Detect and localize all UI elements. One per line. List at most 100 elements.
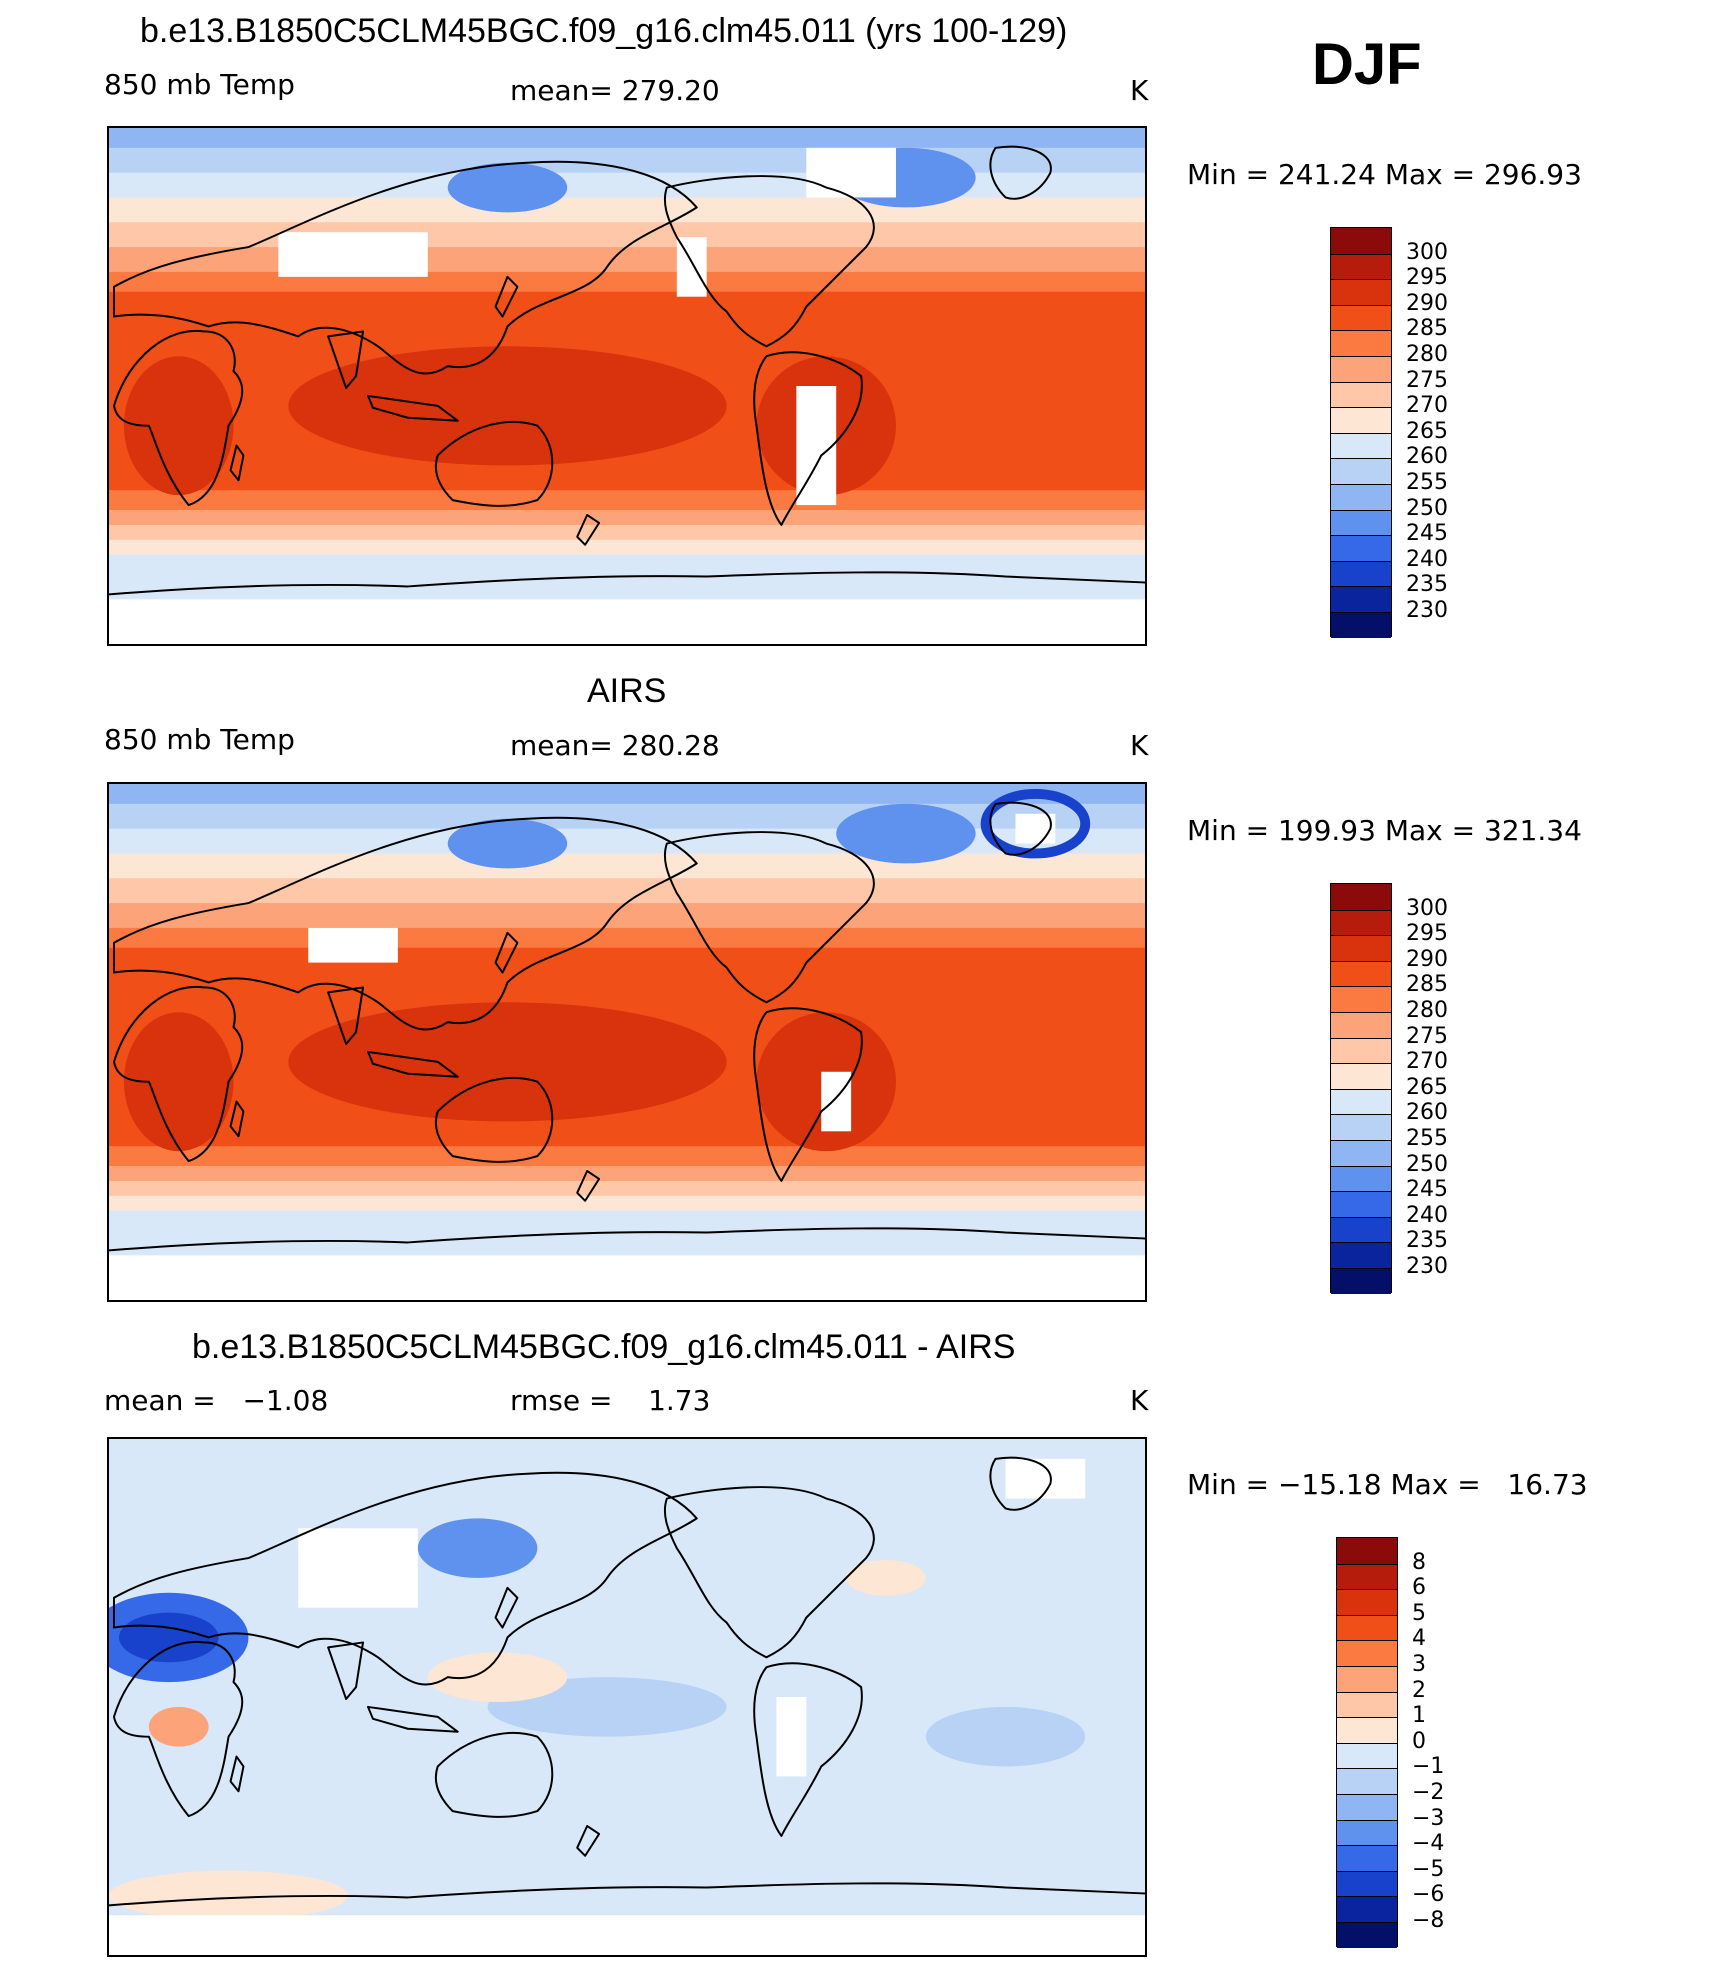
colorbar-swatch: [1331, 535, 1391, 561]
panel-2-units-label: K: [1130, 729, 1149, 762]
colorbar-tick-label: 240: [1406, 546, 1448, 572]
colorbar-swatch: [1331, 458, 1391, 484]
colorbar-tick-label: 245: [1406, 1177, 1448, 1203]
colorbar-tick-label: 285: [1406, 972, 1448, 998]
panel-3-mean-label: mean = −1.08: [104, 1384, 329, 1417]
colorbar-tick-label: 280: [1406, 998, 1448, 1023]
colorbar-tick-label: −1: [1412, 1754, 1445, 1780]
colorbar-tick-label: 265: [1406, 418, 1448, 444]
panel-2-title: AIRS: [587, 672, 667, 710]
colorbar-tick-label: 230: [1406, 1254, 1448, 1279]
colorbar-swatch: [1331, 1140, 1391, 1166]
colorbar-tick-label: 3: [1412, 1652, 1426, 1677]
colorbar-swatch: [1331, 330, 1391, 356]
colorbar-tick-label: 4: [1412, 1626, 1426, 1652]
colorbar-tick-label: 240: [1406, 1202, 1448, 1228]
colorbar-swatch: [1331, 586, 1391, 612]
colorbar-swatch: [1337, 1794, 1397, 1820]
colorbar-swatch: [1331, 1088, 1391, 1115]
colorbar-swatch: [1331, 560, 1391, 587]
colorbar-tick-label: 6: [1412, 1575, 1426, 1601]
colorbar-swatch: [1331, 935, 1391, 961]
colorbar-swatch: [1337, 1742, 1397, 1769]
colorbar-tick-label: 2: [1412, 1677, 1426, 1703]
colorbar-tick-label: 270: [1406, 393, 1448, 419]
colorbar-swatch: [1337, 1870, 1397, 1897]
season-label: DJF: [1312, 32, 1422, 97]
colorbar-swatch: [1331, 1242, 1391, 1268]
colorbar-swatch: [1337, 1589, 1397, 1615]
panel-3-map: [107, 1437, 1147, 1957]
colorbar-swatch: [1337, 1538, 1397, 1564]
panel-3-units-label: K: [1130, 1384, 1149, 1417]
panel-3-rmse-label: rmse = 1.73: [510, 1384, 711, 1417]
panel-1-units-label: K: [1130, 74, 1149, 107]
colorbar-swatch: [1331, 432, 1391, 459]
colorbar-tick-label: 235: [1406, 1228, 1448, 1254]
colorbar-swatch: [1337, 1768, 1397, 1794]
colorbar-box: [1330, 883, 1392, 1294]
panel-2-mean-label: mean= 280.28: [510, 729, 720, 762]
panel-1-title: b.e13.B1850C5CLM45BGC.f09_g16.clm45.011 …: [140, 12, 1068, 50]
colorbar-tick-label: −5: [1412, 1856, 1445, 1882]
colorbar-tick-label: 275: [1406, 367, 1448, 393]
colorbar-swatch: [1337, 1666, 1397, 1692]
colorbar-swatch: [1331, 909, 1391, 936]
colorbar-swatch: [1331, 509, 1391, 536]
panel-3-minmax-label: Min = −15.18 Max = 16.73: [1187, 1468, 1588, 1501]
colorbar-tick-label: 255: [1406, 1126, 1448, 1151]
colorbar-swatch: [1331, 1216, 1391, 1243]
colorbar-tick-label: −2: [1412, 1780, 1445, 1805]
panel-1-map: [107, 126, 1147, 646]
colorbar-swatch: [1331, 279, 1391, 305]
colorbar-swatch: [1337, 1563, 1397, 1590]
colorbar-swatch: [1337, 1845, 1397, 1871]
colorbar-tick-label: 290: [1406, 946, 1448, 972]
colorbar-tick-label: 300: [1406, 239, 1448, 265]
colorbar-swatch: [1331, 228, 1391, 254]
colorbar-swatch: [1331, 304, 1391, 331]
colorbar-tick-label: 245: [1406, 521, 1448, 547]
colorbar-tick-label: 295: [1406, 921, 1448, 947]
colorbar-tick-label: 250: [1406, 495, 1448, 521]
colorbar-tick-label: 260: [1406, 444, 1448, 470]
colorbar-swatch: [1331, 1063, 1391, 1089]
colorbar-tick-label: −6: [1412, 1882, 1445, 1908]
colorbar-swatch: [1337, 1640, 1397, 1666]
colorbar-swatch: [1331, 986, 1391, 1012]
panel-2-map: [107, 782, 1147, 1302]
colorbar-box: [1330, 227, 1392, 638]
colorbar-swatch: [1337, 1819, 1397, 1846]
colorbar-tick-label: 280: [1406, 342, 1448, 367]
panel-1-variable-label: 850 mb Temp: [104, 68, 295, 101]
colorbar-tick-label: 295: [1406, 265, 1448, 291]
panel-2-minmax-label: Min = 199.93 Max = 321.34: [1187, 814, 1582, 847]
colorbar-tick-label: 260: [1406, 1100, 1448, 1126]
colorbar-swatch: [1331, 1012, 1391, 1038]
colorbar-swatch: [1331, 356, 1391, 382]
colorbar-tick-label: −3: [1412, 1805, 1445, 1831]
colorbar-tick-label: 285: [1406, 316, 1448, 342]
colorbar-tick-label: 300: [1406, 895, 1448, 921]
colorbar-swatch: [1331, 253, 1391, 280]
colorbar-tick-label: 5: [1412, 1600, 1426, 1626]
panel-1-minmax-label: Min = 241.24 Max = 296.93: [1187, 158, 1582, 191]
panel-2-variable-label: 850 mb Temp: [104, 723, 295, 756]
colorbar-swatch: [1331, 1268, 1391, 1294]
colorbar-swatch: [1331, 484, 1391, 510]
colorbar-swatch: [1337, 1922, 1397, 1948]
colorbar-tick-label: 275: [1406, 1023, 1448, 1049]
colorbar-tick-label: 265: [1406, 1074, 1448, 1100]
colorbar-swatch: [1337, 1614, 1397, 1641]
colorbar-tick-label: 230: [1406, 598, 1448, 623]
colorbar-tick-label: −8: [1412, 1908, 1445, 1933]
panel-3-title: b.e13.B1850C5CLM45BGC.f09_g16.clm45.011 …: [192, 1328, 1016, 1366]
colorbar-swatch: [1331, 612, 1391, 638]
colorbar-box: [1336, 1537, 1398, 1948]
colorbar-swatch: [1331, 884, 1391, 910]
colorbar-swatch: [1337, 1896, 1397, 1922]
colorbar-tick-label: 235: [1406, 572, 1448, 598]
colorbar-tick-label: 270: [1406, 1049, 1448, 1075]
colorbar-tick-label: 255: [1406, 470, 1448, 495]
colorbar-tick-label: −4: [1412, 1831, 1445, 1857]
